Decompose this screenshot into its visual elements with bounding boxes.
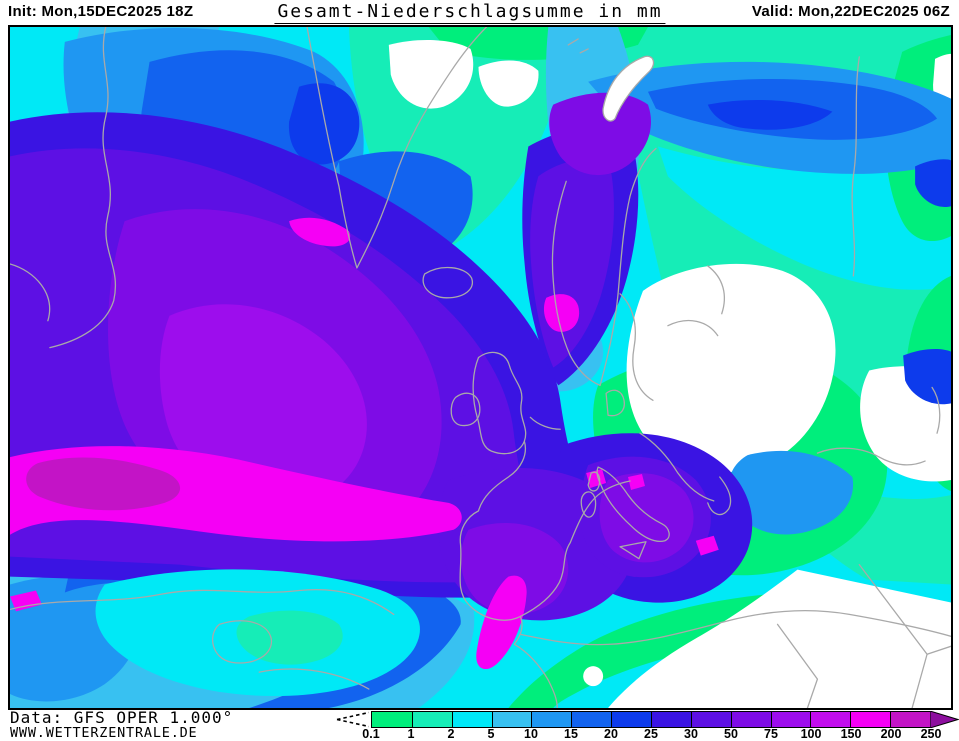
legend-color-swatch (770, 712, 811, 727)
legend-tick-label: 1 (407, 727, 415, 741)
legend-color-swatch (611, 712, 652, 727)
legend-tick-label: 10 (524, 727, 538, 741)
legend-color-swatch (890, 712, 931, 727)
legend-color-swatch (531, 712, 572, 727)
legend-tick-label: 20 (604, 727, 618, 741)
precipitation-field-canvas (10, 27, 951, 708)
legend-color-swatch (651, 712, 691, 727)
legend-color-swatch (451, 712, 492, 727)
legend-overflow-arrow (930, 711, 959, 728)
valid-label: Valid: Mon,22DEC2025 06Z (751, 3, 950, 20)
legend-tick-label: 50 (724, 727, 738, 741)
legend-tick-label: 25 (644, 727, 658, 741)
legend-color-swatch (690, 712, 731, 727)
legend-tick-label: 200 (880, 727, 902, 741)
legend-tick-label: 0.1 (362, 727, 380, 741)
legend-tick-label: 100 (800, 727, 822, 741)
legend-color-swatch (411, 712, 452, 727)
legend-tick-label: 30 (684, 727, 698, 741)
precipitation-map (8, 25, 953, 710)
legend-color-swatch (730, 712, 771, 727)
website-label: WWW.WETTERZENTRALE.DE (10, 725, 198, 741)
map-title: Gesamt-Niederschlagsumme in mm (274, 1, 666, 24)
legend-color-swatch (810, 712, 851, 727)
legend-tick-label: 150 (840, 727, 862, 741)
legend-color-swatch (372, 712, 412, 727)
legend-tick-label: 75 (764, 727, 778, 741)
legend-color-bar (371, 711, 931, 728)
legend-color-swatch (491, 712, 532, 727)
legend-color-swatch (571, 712, 612, 727)
legend-tick-label: 2 (447, 727, 455, 741)
legend-tick-label: 15 (564, 727, 578, 741)
below-threshold-dashes-icon (336, 711, 369, 728)
credits-block: Data: GFS OPER 1.000° WWW.WETTERZENTRALE… (10, 709, 233, 740)
legend-color-swatch (850, 712, 891, 727)
init-label: Init: Mon,15DEC2025 18Z (8, 3, 194, 20)
legend-tick-label: 250 (920, 727, 942, 741)
legend-tick-labels: 0.1 1 2 5 10 15 20 25 30 50 75 100 150 200 250 (0, 727, 959, 741)
legend-tick-label: 5 (487, 727, 495, 741)
data-source-label: Data: GFS OPER 1.000° (10, 708, 234, 727)
